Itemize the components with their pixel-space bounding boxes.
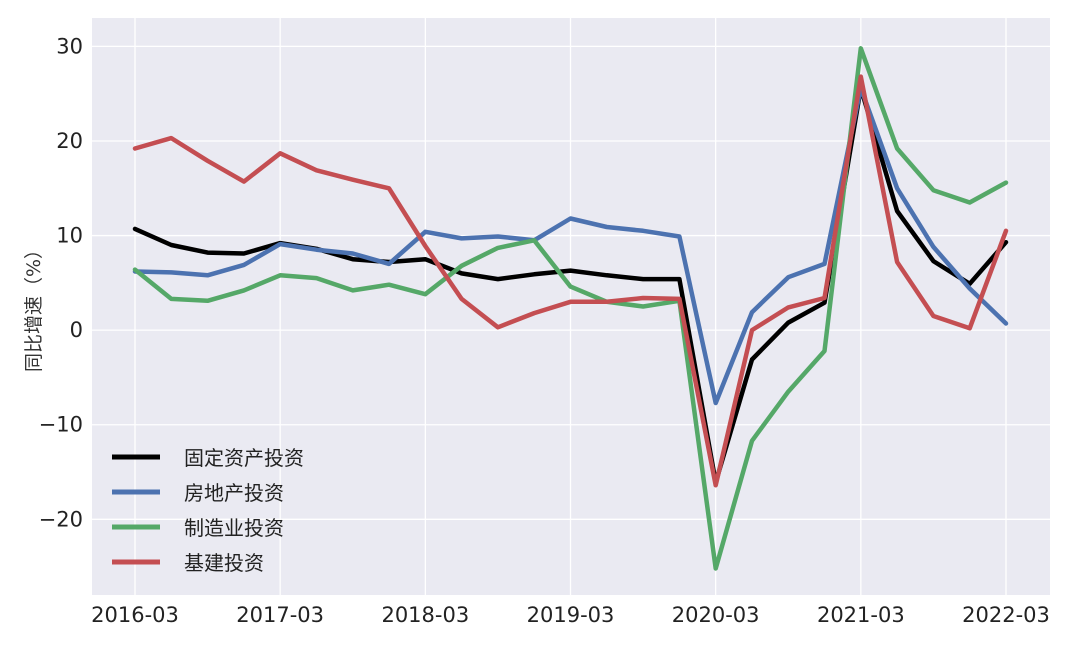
x-tick-label: 2022-03	[962, 603, 1050, 627]
legend-label: 基建投资	[184, 551, 264, 575]
y-tick-labels: 30 20 10 0 −10 −20	[39, 34, 83, 531]
y-tick-label: 0	[70, 318, 83, 342]
series-line	[132, 46, 1009, 571]
x-tick-label: 2017-03	[236, 603, 324, 627]
y-tick-label: −10	[39, 413, 83, 437]
x-tick-label: 2021-03	[817, 603, 905, 627]
y-tick-label: −20	[39, 507, 83, 531]
legend-label: 固定资产投资	[184, 446, 304, 470]
grid-lines	[92, 18, 1050, 595]
legend-label: 制造业投资	[184, 516, 284, 540]
y-tick-label: 30	[56, 34, 83, 58]
x-tick-label: 2016-03	[91, 603, 179, 627]
y-tick-label: 10	[56, 224, 83, 248]
y-tick-label: 20	[56, 129, 83, 153]
x-tick-label: 2020-03	[672, 603, 760, 627]
legend-label: 房地产投资	[184, 481, 284, 505]
x-tick-label: 2019-03	[527, 603, 615, 627]
y-axis-label: 同比增速（%）	[23, 240, 45, 372]
x-tick-label: 2018-03	[381, 603, 469, 627]
series-line	[132, 74, 1009, 488]
x-tick-labels: 2016-03 2017-03 2018-03 2019-03 2020-03 2021-…	[91, 603, 1050, 627]
series-lines	[132, 46, 1009, 571]
